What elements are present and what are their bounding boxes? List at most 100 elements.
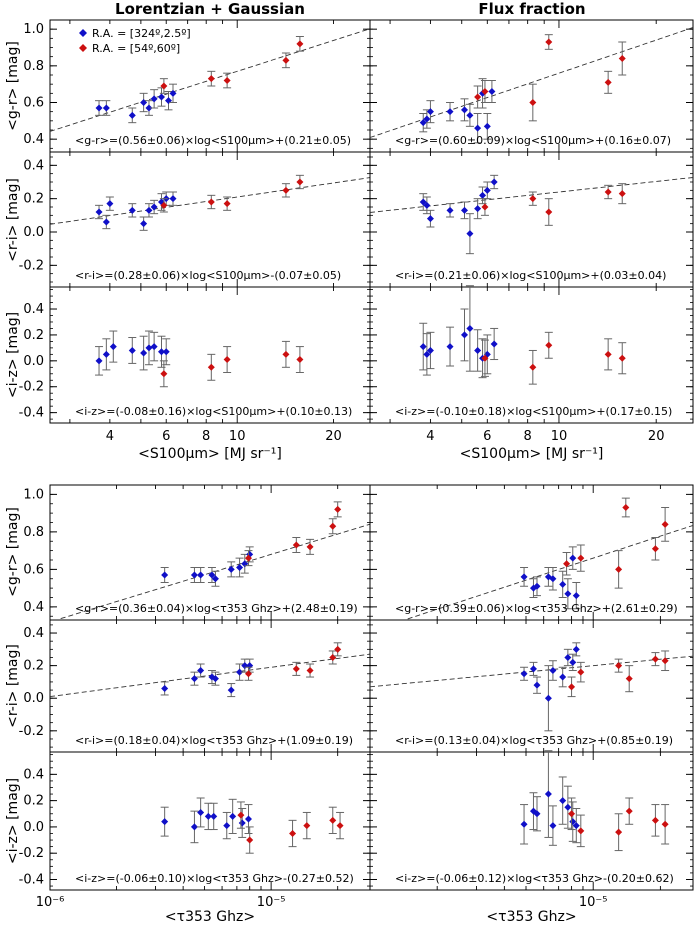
point-blue (161, 818, 169, 826)
y-tick-label: 0.4 (23, 767, 44, 782)
point-red (282, 350, 290, 358)
point-red (615, 828, 623, 836)
panel-bottom-left-ri: -0.2 0.0 0.2 0.4 <r-i>=(0.18±0.04)×log<τ353 … (19, 619, 371, 753)
panel-bottom-left-iz: -0.4 -0.2 0.0 0.2 0.4 <i-z>=(-0.06±0.10)×log<… (19, 751, 371, 891)
point-red (568, 810, 576, 818)
point-blue (572, 822, 580, 830)
point-blue (140, 99, 148, 106)
point-blue (150, 343, 158, 351)
point-blue (520, 820, 528, 828)
panel-frame (369, 751, 694, 891)
y-tick-label: 0.4 (23, 302, 44, 317)
y-tick-label: -0.2 (19, 258, 44, 273)
point-blue (140, 220, 148, 228)
point-red (651, 655, 659, 663)
fit-equation: <i-z>=(-0.06±0.12)×log<τ353 Ghz>-(0.20±0… (395, 872, 674, 885)
point-red (481, 203, 489, 211)
point-blue (102, 104, 110, 112)
point-blue (533, 810, 541, 818)
point-red (622, 504, 630, 511)
x-tick-label: 6 (483, 429, 491, 444)
point-red (545, 38, 553, 46)
point-red (160, 82, 168, 90)
y-tick-label: 0.2 (23, 794, 44, 809)
point-blue (95, 104, 103, 112)
panel-frame (369, 619, 694, 753)
point-red (306, 543, 314, 551)
fit-line (407, 524, 694, 620)
point-blue (128, 346, 136, 354)
point-red (604, 188, 612, 196)
point-red (577, 668, 585, 676)
point-blue (569, 554, 577, 562)
point-red (160, 201, 168, 209)
point-blue (446, 108, 454, 116)
point-blue (197, 808, 205, 816)
point-blue (474, 205, 482, 213)
point-red (336, 822, 344, 830)
y-tick-label: 0.0 (23, 225, 44, 240)
point-blue (419, 119, 427, 127)
y-tick-label: -0.2 (19, 380, 44, 395)
point-blue (474, 346, 482, 354)
point-blue (490, 340, 498, 348)
point-red (545, 208, 553, 216)
panel-frame (49, 286, 371, 424)
point-blue (544, 694, 552, 702)
point-blue (190, 823, 198, 831)
legend-red-label: R.A. = [54º,60º] (92, 42, 180, 55)
point-blue (461, 331, 469, 339)
panel-frame (49, 619, 371, 753)
x-tick-label: 10 (229, 429, 246, 444)
point-red (289, 829, 297, 837)
point-red (661, 820, 669, 828)
y-tick-label: 0.2 (23, 192, 44, 207)
x-tick-label: 10⁻⁵ (257, 895, 286, 910)
panel-frame (49, 484, 371, 621)
point-blue (446, 343, 454, 351)
point-blue (461, 106, 469, 114)
point-blue (419, 343, 427, 351)
panel-bottom-left-gr: 0.4 0.6 0.8 1.0 <g-r>=(0.36±0.04)×log<τ353 G… (23, 484, 371, 621)
panel-frame (49, 151, 371, 288)
point-red (604, 78, 612, 86)
point-blue (564, 653, 572, 661)
point-blue (533, 681, 541, 689)
point-blue (150, 95, 158, 103)
point-red (618, 55, 626, 62)
point-blue (559, 673, 567, 681)
x-axis-label: <τ353 Ghz> (165, 909, 255, 925)
x-tick-label: 4 (106, 429, 114, 444)
point-blue (423, 115, 431, 123)
fit-equation: <i-z>=(-0.10±0.18)×log<S100μm>+(0.17±0.1… (395, 405, 672, 418)
panel-top-right-gr: <g-r>=(0.60±0.09)×log<S100μm>+(0.16±0.07… (369, 19, 694, 153)
point-red (306, 667, 314, 675)
point-red (207, 363, 215, 371)
point-red (529, 363, 537, 371)
x-tick-label: 8 (202, 429, 210, 444)
point-red (568, 683, 576, 691)
point-red (577, 827, 585, 835)
y-tick-label: 0.4 (23, 600, 44, 615)
point-red (282, 56, 290, 64)
x-tick-label: 8 (524, 429, 532, 444)
y-tick-label: 0.6 (23, 96, 44, 111)
point-blue (238, 819, 246, 827)
y-tick-label: 0.0 (23, 820, 44, 835)
fit-equation: <g-r>=(0.39±0.06)×log<τ353 Ghz>+(2.61±0.… (395, 602, 678, 615)
point-blue (109, 343, 117, 351)
point-red (207, 75, 215, 83)
fit-equation: <r-i>=(0.28±0.06)×log<S100μm>-(0.07±0.05… (75, 269, 341, 282)
point-blue (145, 104, 153, 112)
y-axis-label-iz: <i-z> [mag] (5, 312, 21, 398)
point-blue (426, 108, 434, 116)
point-blue (474, 124, 482, 132)
y-tick-label: 1.0 (23, 487, 44, 502)
panel-bottom-right-iz: <i-z>=(-0.06±0.12)×log<τ353 Ghz>-(0.20±0… (369, 750, 694, 891)
point-red (207, 198, 215, 206)
point-blue (197, 571, 205, 579)
point-blue (466, 111, 474, 119)
point-blue (490, 178, 498, 186)
point-red (292, 541, 300, 549)
